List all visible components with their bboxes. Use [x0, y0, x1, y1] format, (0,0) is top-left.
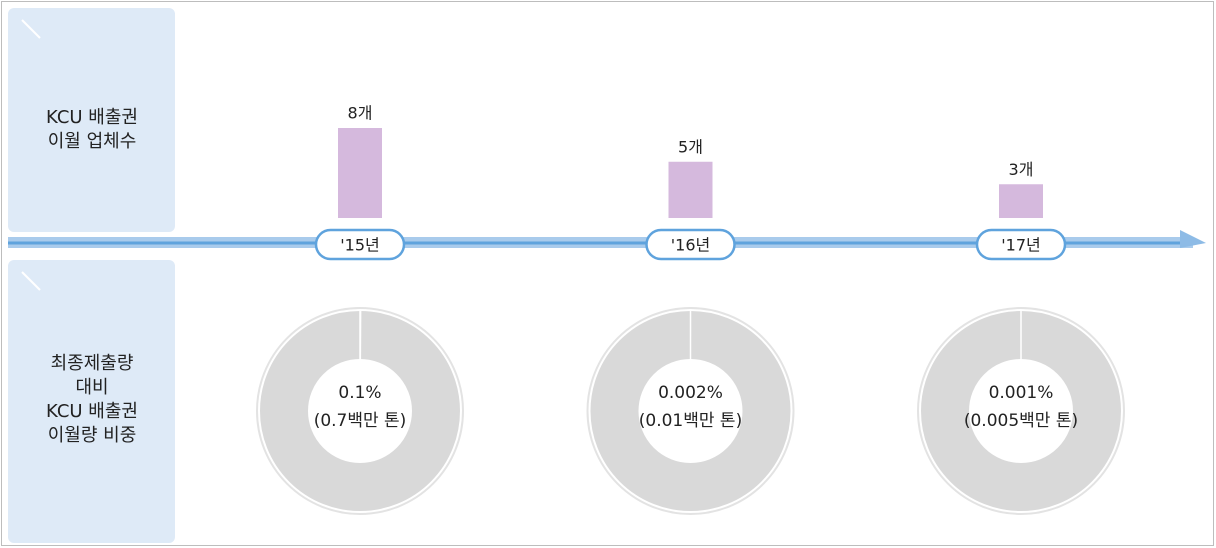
donut-outline — [586, 307, 795, 515]
row-label-panel — [8, 260, 175, 543]
panel-slash — [21, 19, 41, 39]
percent-label: 0.002% — [658, 383, 723, 403]
percent-label: 0.001% — [989, 383, 1054, 403]
amount-label: (0.7백만 톤) — [314, 411, 407, 431]
value-label: 5개 — [678, 137, 703, 156]
bar — [668, 161, 713, 218]
panel-slash — [21, 271, 41, 291]
percent-label: 0.1% — [338, 383, 381, 403]
row-label: 최종제출량 — [51, 353, 134, 374]
value-label: 3개 — [1009, 160, 1034, 179]
donut-outline — [917, 307, 1125, 515]
row-label: 이월량 비중 — [48, 425, 137, 446]
amount-label: (0.01백만 톤) — [639, 411, 742, 431]
year-label: '17년 — [1001, 236, 1040, 255]
bar — [338, 128, 382, 218]
row-label-panel — [8, 8, 175, 232]
row-label: 이월 업체수 — [48, 131, 137, 152]
timeline-arrow — [1180, 230, 1206, 248]
amount-label: (0.005백만 톤) — [964, 411, 1078, 431]
year-pill — [314, 228, 406, 261]
year-pill — [975, 228, 1067, 261]
donut-outline — [256, 307, 464, 515]
donut-slice — [359, 310, 362, 360]
year-label: '16년 — [671, 236, 710, 255]
row-label: KCU 배출권 — [46, 107, 138, 128]
row-label: KCU 배출권 — [46, 401, 138, 422]
year-pill — [645, 228, 736, 261]
value-label: 8개 — [348, 104, 373, 123]
row-label: 대비 — [75, 377, 108, 398]
bar — [999, 184, 1043, 218]
year-label: '15년 — [340, 236, 379, 255]
